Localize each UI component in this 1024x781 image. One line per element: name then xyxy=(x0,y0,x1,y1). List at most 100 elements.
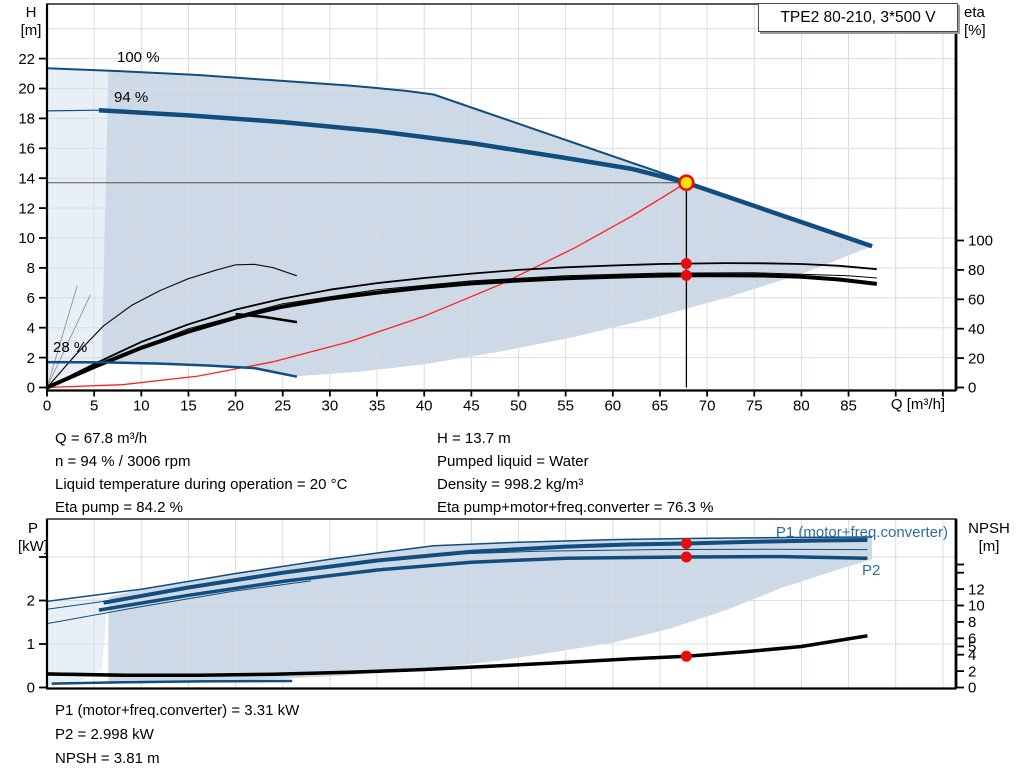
tick-label: 60 xyxy=(604,398,621,415)
p1-100-curve xyxy=(46,536,873,603)
eta-pump-curve xyxy=(46,262,877,389)
speed-94-label: 94 % xyxy=(114,89,149,106)
tick-label: 12 xyxy=(968,581,985,598)
tick-label: 80 xyxy=(968,262,985,279)
tick-label: 2 xyxy=(968,663,976,680)
eta-axis-symbol: eta xyxy=(964,4,985,21)
p-28-curve xyxy=(51,679,293,685)
tick-label: 10 xyxy=(968,598,985,615)
tick-label: 8 xyxy=(968,614,976,631)
p-axis-unit: [kW] xyxy=(18,538,48,555)
info-eta-pump: Eta pump = 84.2 % xyxy=(55,499,183,516)
tick-label: 40 xyxy=(968,321,985,338)
tick-label: 5 xyxy=(968,639,976,656)
p1-curve-label: P1 (motor+freq.converter) xyxy=(775,524,948,541)
p1-point xyxy=(680,538,692,550)
npsh-axis-unit: [m] xyxy=(978,538,1000,555)
eta-axis-unit: [%] xyxy=(964,22,986,39)
tick-label: 55 xyxy=(557,398,574,415)
power-info-block: P1 (motor+freq.converter) = 3.31 kW P2 =… xyxy=(55,699,299,771)
h-axis-symbol: H xyxy=(25,4,37,21)
info-npsh: NPSH = 3.81 m xyxy=(55,750,160,767)
tick-label: 14 xyxy=(18,170,35,187)
info-p1: P1 (motor+freq.converter) = 3.31 kW xyxy=(55,702,300,719)
p-axis-symbol: P xyxy=(27,520,38,537)
tick-label: 8 xyxy=(27,260,35,277)
tick-label: 60 xyxy=(968,292,985,309)
speed-28-curve xyxy=(46,360,298,378)
eta-arc-low-speed xyxy=(46,263,298,388)
tick-label: 0 xyxy=(968,680,976,697)
tick-label: 0 xyxy=(27,680,35,697)
tick-label: 70 xyxy=(699,398,716,415)
tick-label: 6 xyxy=(27,290,35,307)
speed-100-label: 100 % xyxy=(117,49,160,66)
tick-label: 85 xyxy=(840,398,857,415)
power-envelope-light xyxy=(47,597,109,687)
tick-label: 2 xyxy=(27,350,35,367)
speed-94-lead-in xyxy=(46,109,99,112)
q-axis-label: Q [m³/h] xyxy=(890,396,946,413)
info-eta-total: Eta pump+motor+freq.converter = 76.3 % xyxy=(437,499,714,516)
tick-label: 35 xyxy=(369,398,386,415)
tick-label: 1 xyxy=(27,636,35,653)
h-axis-label: H [m] xyxy=(12,4,50,40)
info-temperature: Liquid temperature during operation = 20… xyxy=(55,476,348,493)
info-p2: P2 = 2.998 kW xyxy=(55,726,154,743)
eta-total-point xyxy=(680,269,692,281)
tick-label: 5 xyxy=(90,398,98,415)
tick-label: 20 xyxy=(18,81,35,98)
tick-label: 20 xyxy=(968,350,985,367)
npsh-axis-label: NPSH [m] xyxy=(956,520,1022,556)
tick-label: 40 xyxy=(416,398,433,415)
info-density: Density = 998.2 kg/m³ xyxy=(437,476,584,493)
info-flow: Q = 67.8 m³/h xyxy=(55,430,148,447)
tick-label: 20 xyxy=(227,398,244,415)
info-head: H = 13.7 m xyxy=(437,430,511,447)
speed-94-curve xyxy=(98,107,873,249)
tick-label: 4 xyxy=(968,647,976,664)
tick-label: 6 xyxy=(968,631,976,648)
tick-label: 22 xyxy=(18,51,35,68)
tick-label: 16 xyxy=(18,141,35,158)
tick-label: 0 xyxy=(27,380,35,397)
tick-label: 65 xyxy=(652,398,669,415)
speed-28-label: 28 % xyxy=(53,339,88,356)
p-thin-low-curve xyxy=(46,580,312,625)
power-envelope xyxy=(108,537,873,684)
p2-curve-label: P2 xyxy=(862,562,881,579)
tick-label: 45 xyxy=(463,398,480,415)
info-liquid: Pumped liquid = Water xyxy=(437,453,589,470)
tick-label: 50 xyxy=(510,398,527,415)
info-speed: n = 94 % / 3006 rpm xyxy=(55,453,191,470)
eta-total-curve xyxy=(46,273,878,390)
tick-label: 15 xyxy=(180,398,197,415)
tick-label: 0 xyxy=(43,398,51,415)
h-axis-unit: [m] xyxy=(20,22,42,39)
origin-ray-1 xyxy=(46,285,78,388)
speed-100-curve xyxy=(46,67,687,183)
tick-label: 0 xyxy=(968,380,976,397)
p-axis-label: P [kW] xyxy=(12,520,54,556)
pump-title-box: TPE2 80-210, 3*500 V xyxy=(758,3,958,32)
tick-label: 10 xyxy=(18,230,35,247)
npsh-curve xyxy=(46,634,868,677)
tick-label: 10 xyxy=(133,398,150,415)
tick-label: 4 xyxy=(27,320,35,337)
tick-label: 12 xyxy=(18,200,35,217)
tick-label: 18 xyxy=(18,111,35,128)
npsh-axis-symbol: NPSH xyxy=(968,520,1010,537)
tick-label: 25 xyxy=(274,398,291,415)
duty-info-left: Q = 67.8 m³/h n = 94 % / 3006 rpm Liquid… xyxy=(55,427,347,519)
p2-94-curve xyxy=(98,554,868,612)
system-curve xyxy=(46,182,687,389)
tick-label: 2 xyxy=(27,593,35,610)
operating-envelope xyxy=(101,70,873,377)
p2-point xyxy=(680,551,692,563)
duty-point xyxy=(678,174,695,191)
npsh-point xyxy=(680,650,692,662)
p1-94-curve xyxy=(103,538,868,605)
tick-label: 80 xyxy=(793,398,810,415)
